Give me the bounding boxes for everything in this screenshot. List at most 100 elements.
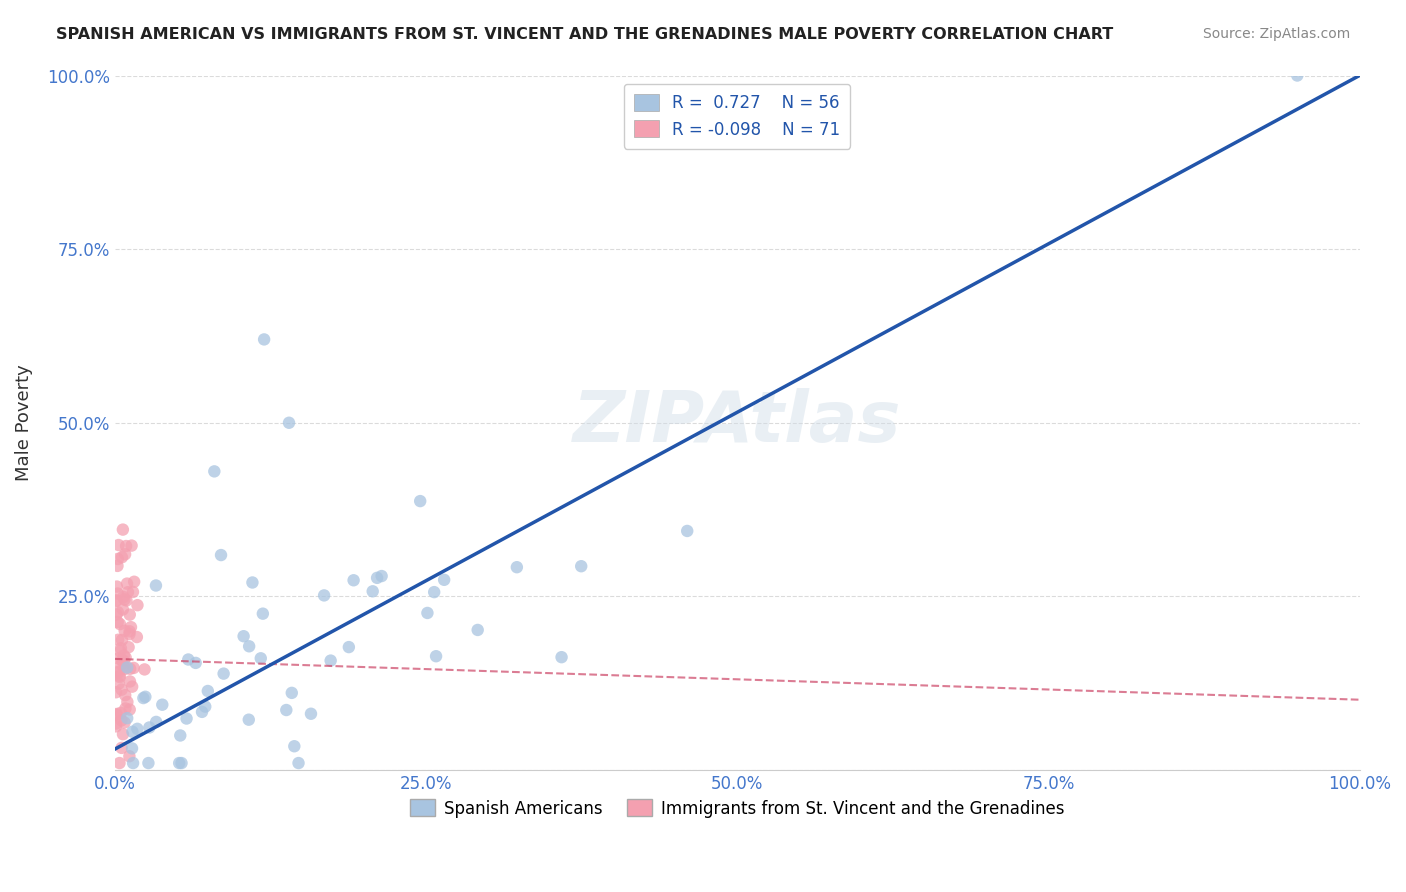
Point [125, 630, 148, 644]
Point [114, 715, 136, 730]
Point [242, 575, 264, 590]
Point [238, 640, 260, 654]
Point [111, 523, 134, 537]
Point [423, 585, 446, 599]
Point [114, 688, 136, 702]
Point [121, 680, 143, 694]
Point [105, 706, 128, 721]
Point [127, 598, 149, 612]
Point [337, 640, 360, 654]
Point [104, 716, 127, 731]
Point [115, 660, 138, 674]
Point [110, 644, 132, 658]
Point [170, 756, 193, 770]
Point [108, 670, 131, 684]
Point [238, 713, 260, 727]
Legend: Spanish Americans, Immigrants from St. Vincent and the Grenadines: Spanish Americans, Immigrants from St. V… [404, 793, 1071, 824]
Point [107, 676, 129, 690]
Point [118, 624, 141, 639]
Point [104, 665, 127, 679]
Point [1286, 69, 1309, 83]
Point [105, 580, 128, 594]
Point [104, 719, 127, 733]
Point [107, 586, 129, 600]
Point [111, 653, 134, 667]
Text: ZIPAtlas: ZIPAtlas [572, 388, 901, 458]
Point [145, 578, 167, 592]
Point [118, 607, 141, 622]
Point [115, 576, 138, 591]
Point [232, 629, 254, 643]
Point [108, 668, 131, 682]
Point [299, 706, 322, 721]
Point [150, 698, 173, 712]
Point [194, 699, 217, 714]
Point [276, 703, 298, 717]
Point [134, 662, 156, 676]
Point [110, 657, 132, 672]
Point [569, 559, 592, 574]
Point [132, 691, 155, 706]
Point [425, 649, 447, 664]
Point [134, 690, 156, 704]
Point [111, 550, 134, 565]
Point [550, 650, 572, 665]
Point [115, 539, 138, 553]
Point [249, 651, 271, 665]
Point [108, 756, 131, 770]
Point [122, 756, 145, 770]
Point [115, 593, 138, 607]
Point [145, 714, 167, 729]
Point [117, 585, 139, 599]
Point [409, 494, 432, 508]
Point [107, 605, 129, 619]
Point [118, 674, 141, 689]
Point [107, 632, 129, 647]
Point [252, 607, 274, 621]
Point [120, 662, 142, 676]
Point [107, 538, 129, 552]
Point [176, 712, 198, 726]
Point [283, 739, 305, 754]
Point [105, 607, 128, 622]
Point [111, 682, 134, 697]
Point [107, 651, 129, 665]
Point [676, 524, 699, 538]
Point [191, 705, 214, 719]
Point [253, 333, 276, 347]
Point [118, 627, 141, 641]
Point [122, 585, 145, 599]
Point [104, 707, 127, 722]
Point [121, 724, 143, 739]
Point [107, 558, 129, 573]
Point [108, 617, 131, 632]
Point [121, 539, 143, 553]
Point [112, 592, 135, 607]
Point [118, 749, 141, 764]
Point [110, 641, 132, 656]
Point [111, 727, 134, 741]
Point [122, 574, 145, 589]
Point [197, 684, 219, 698]
Point [115, 711, 138, 725]
Point [212, 666, 235, 681]
Point [184, 656, 207, 670]
Point [278, 416, 301, 430]
Point [112, 654, 135, 668]
Point [114, 624, 136, 638]
Text: Source: ZipAtlas.com: Source: ZipAtlas.com [1202, 27, 1350, 41]
Point [107, 615, 129, 629]
Point [117, 640, 139, 655]
Point [118, 702, 141, 716]
Point [105, 593, 128, 607]
Point [114, 662, 136, 676]
Point [120, 620, 142, 634]
Point [202, 464, 225, 478]
Point [110, 714, 132, 728]
Y-axis label: Male Poverty: Male Poverty [15, 365, 32, 481]
Point [121, 741, 143, 756]
Point [506, 560, 529, 574]
Point [112, 648, 135, 663]
Point [114, 650, 136, 665]
Point [342, 574, 364, 588]
